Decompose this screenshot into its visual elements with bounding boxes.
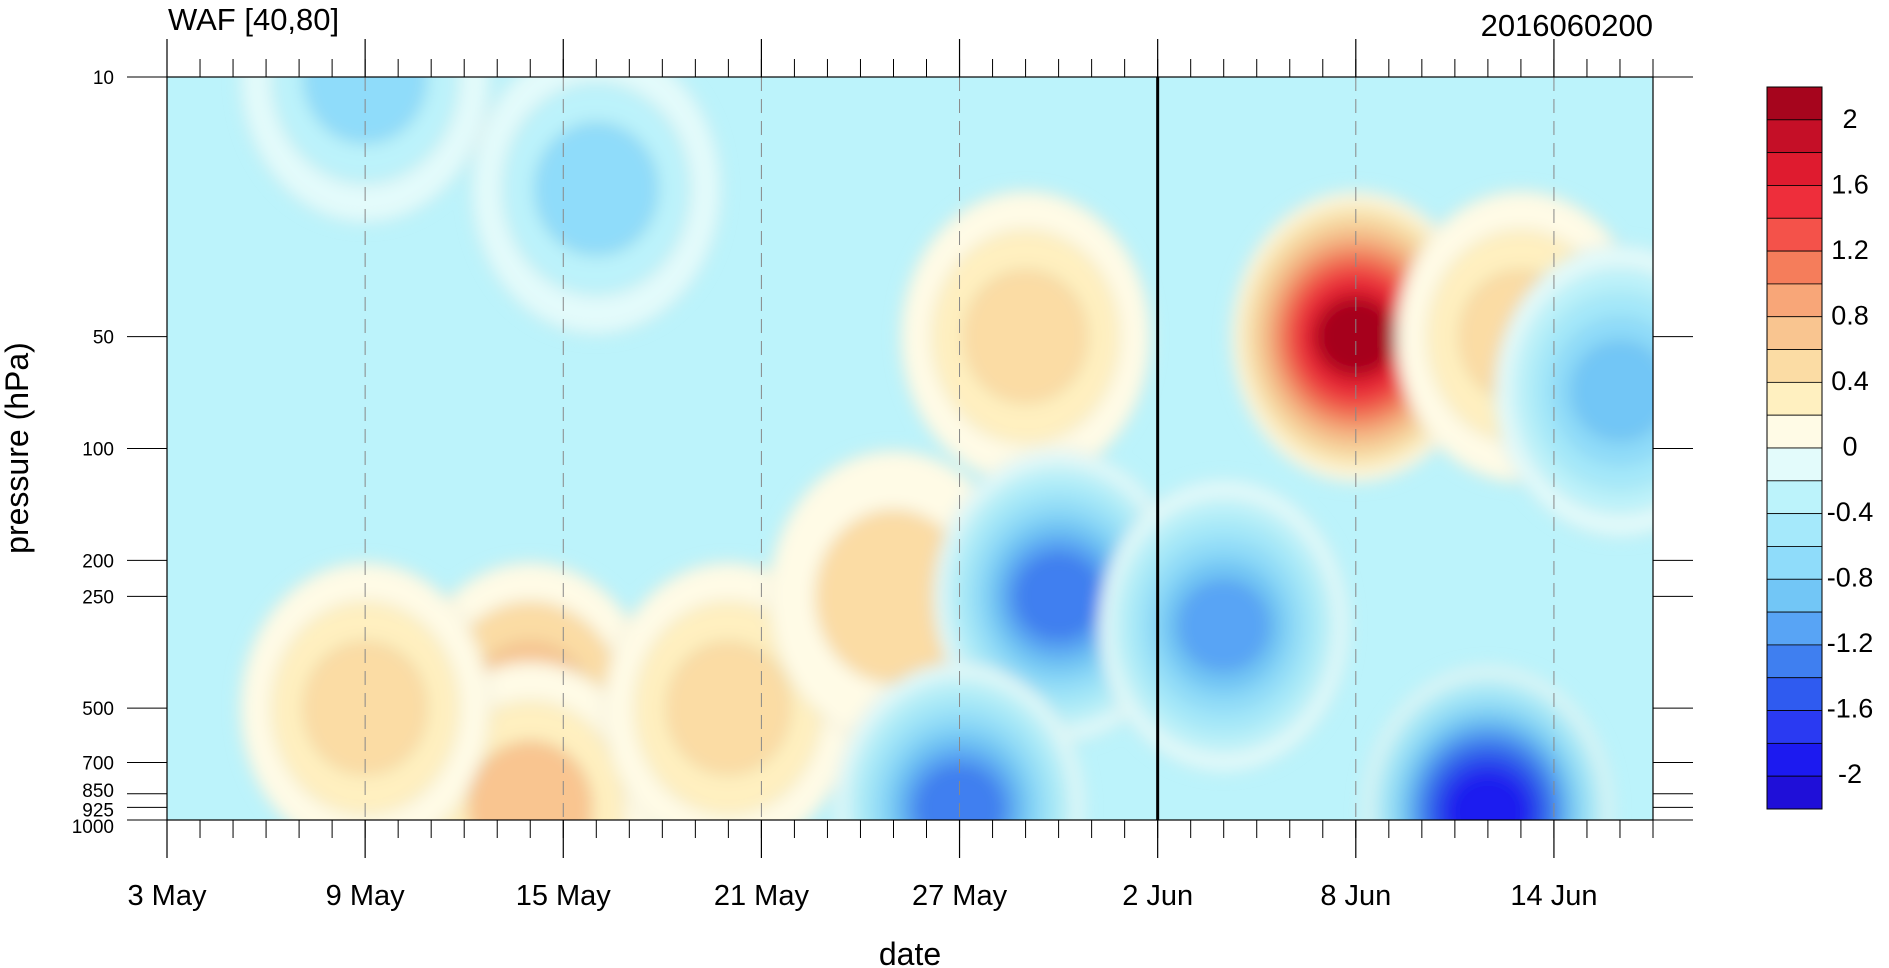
colorbar-label: -1.2 [1827,628,1874,658]
chart-subtitle: 2016060200 [1481,8,1653,43]
y-tick-label: 200 [82,551,114,572]
chart-title: WAF [40,80] [168,2,339,37]
contour-feature-11 [1570,340,1653,442]
y-tick-label: 100 [82,440,114,461]
colorbar-swatch [1766,611,1823,646]
y-tick-label: 50 [93,328,114,349]
colorbar-label: -0.8 [1827,563,1874,593]
colorbar-swatch [1766,644,1823,679]
colorbar-label: 1.6 [1831,170,1869,200]
colorbar-swatch [1766,480,1823,515]
y-tick-label: 925 [82,800,114,821]
y-tick-label: 10 [93,68,114,89]
colorbar-swatch [1766,250,1823,285]
y-tick-label: 850 [82,781,114,802]
contour-feature-9 [1177,579,1270,673]
contour-feature-4 [468,741,593,820]
colorbar-swatch [1766,349,1823,383]
colorbar-swatch [1766,381,1823,416]
contour-feature-10 [1448,773,1528,820]
colorbar-label: -0.4 [1827,497,1874,527]
colorbar-swatch [1766,710,1823,744]
y-axis-label: pressure (hPa) [0,342,35,554]
x-tick-label: 8 Jun [1320,880,1391,912]
contour-feature-8 [1014,552,1103,640]
x-tick-label: 27 May [912,880,1008,912]
contour-feature-5 [666,641,791,775]
y-tick-label: 250 [82,587,114,608]
x-tick-label: 3 May [128,880,207,912]
colorbar-swatch [1766,742,1823,777]
colorbar-swatch [1766,513,1823,547]
colorbar-swatch [1766,119,1823,154]
colorbar-swatch [1766,546,1823,580]
colorbar-swatch [1766,414,1823,449]
colorbar-label: 0 [1842,432,1857,462]
x-axis-label: date [879,936,941,968]
contour-feature-7 [303,641,428,775]
colorbar-label: 1.2 [1831,235,1869,265]
colorbar-swatch [1766,316,1823,350]
contour-feature-12 [534,122,659,256]
colorbar-swatch [1766,217,1823,252]
colorbar-swatch [1766,185,1823,219]
y-tick-label: 500 [82,699,114,720]
x-tick-label: 9 May [326,880,405,912]
y-tick-label: 1000 [72,817,114,838]
colorbar-swatch [1766,152,1823,186]
x-tick-label: 2 Jun [1122,880,1193,912]
colorbar: 2 1.6 1.2 0.8 0.4 0 -0.4 -0.8 -1.2 -1.6 -2 [1766,86,1874,810]
colorbar-label: 0.4 [1831,366,1869,396]
colorbar-label: -1.6 [1827,694,1874,724]
contour-field [167,77,1653,820]
contour-feature-2 [963,270,1088,403]
x-axis: 3 May 9 May 15 May 21 May 27 May 2 Jun 8 Jun 14… [128,39,1654,912]
y-tick-label: 700 [82,753,114,774]
x-tick-label: 21 May [714,880,810,912]
colorbar-label: -2 [1838,759,1862,789]
colorbar-swatch [1766,283,1823,318]
colorbar-frame [1766,86,1823,810]
colorbar-swatch [1766,677,1823,711]
colorbar-swatch [1766,775,1823,810]
colorbar-swatch [1766,578,1823,613]
colorbar-swatch [1766,447,1823,482]
x-tick-label: 14 Jun [1510,880,1597,912]
colorbar-swatch [1766,86,1823,121]
colorbar-label: 2 [1842,104,1857,134]
colorbar-label: 0.8 [1831,301,1869,331]
x-tick-label: 15 May [516,880,612,912]
